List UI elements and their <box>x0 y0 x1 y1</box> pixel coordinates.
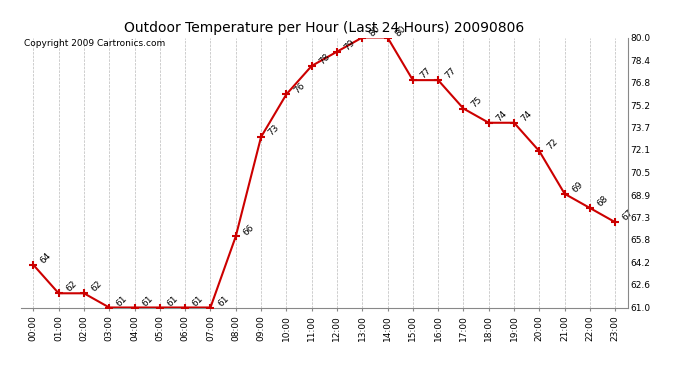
Text: 77: 77 <box>418 66 433 81</box>
Text: 73: 73 <box>266 123 281 138</box>
Text: 61: 61 <box>216 294 230 308</box>
Text: 76: 76 <box>292 81 306 95</box>
Text: 69: 69 <box>570 180 584 194</box>
Text: 62: 62 <box>90 279 104 294</box>
Text: 74: 74 <box>520 109 534 123</box>
Text: 61: 61 <box>140 294 155 308</box>
Text: 80: 80 <box>368 24 382 38</box>
Text: 61: 61 <box>115 294 129 308</box>
Text: 61: 61 <box>190 294 205 308</box>
Text: 78: 78 <box>317 52 332 66</box>
Title: Outdoor Temperature per Hour (Last 24 Hours) 20090806: Outdoor Temperature per Hour (Last 24 Ho… <box>124 21 524 35</box>
Text: 79: 79 <box>342 38 357 52</box>
Text: 67: 67 <box>621 209 635 223</box>
Text: Copyright 2009 Cartronics.com: Copyright 2009 Cartronics.com <box>23 39 165 48</box>
Text: 61: 61 <box>166 294 180 308</box>
Text: 62: 62 <box>64 279 79 294</box>
Text: 74: 74 <box>494 109 509 123</box>
Text: 77: 77 <box>444 66 458 81</box>
Text: 68: 68 <box>595 194 610 208</box>
Text: 72: 72 <box>545 137 560 152</box>
Text: 66: 66 <box>241 223 256 237</box>
Text: 64: 64 <box>39 251 53 266</box>
Text: 75: 75 <box>469 94 484 109</box>
Text: 80: 80 <box>393 24 408 38</box>
